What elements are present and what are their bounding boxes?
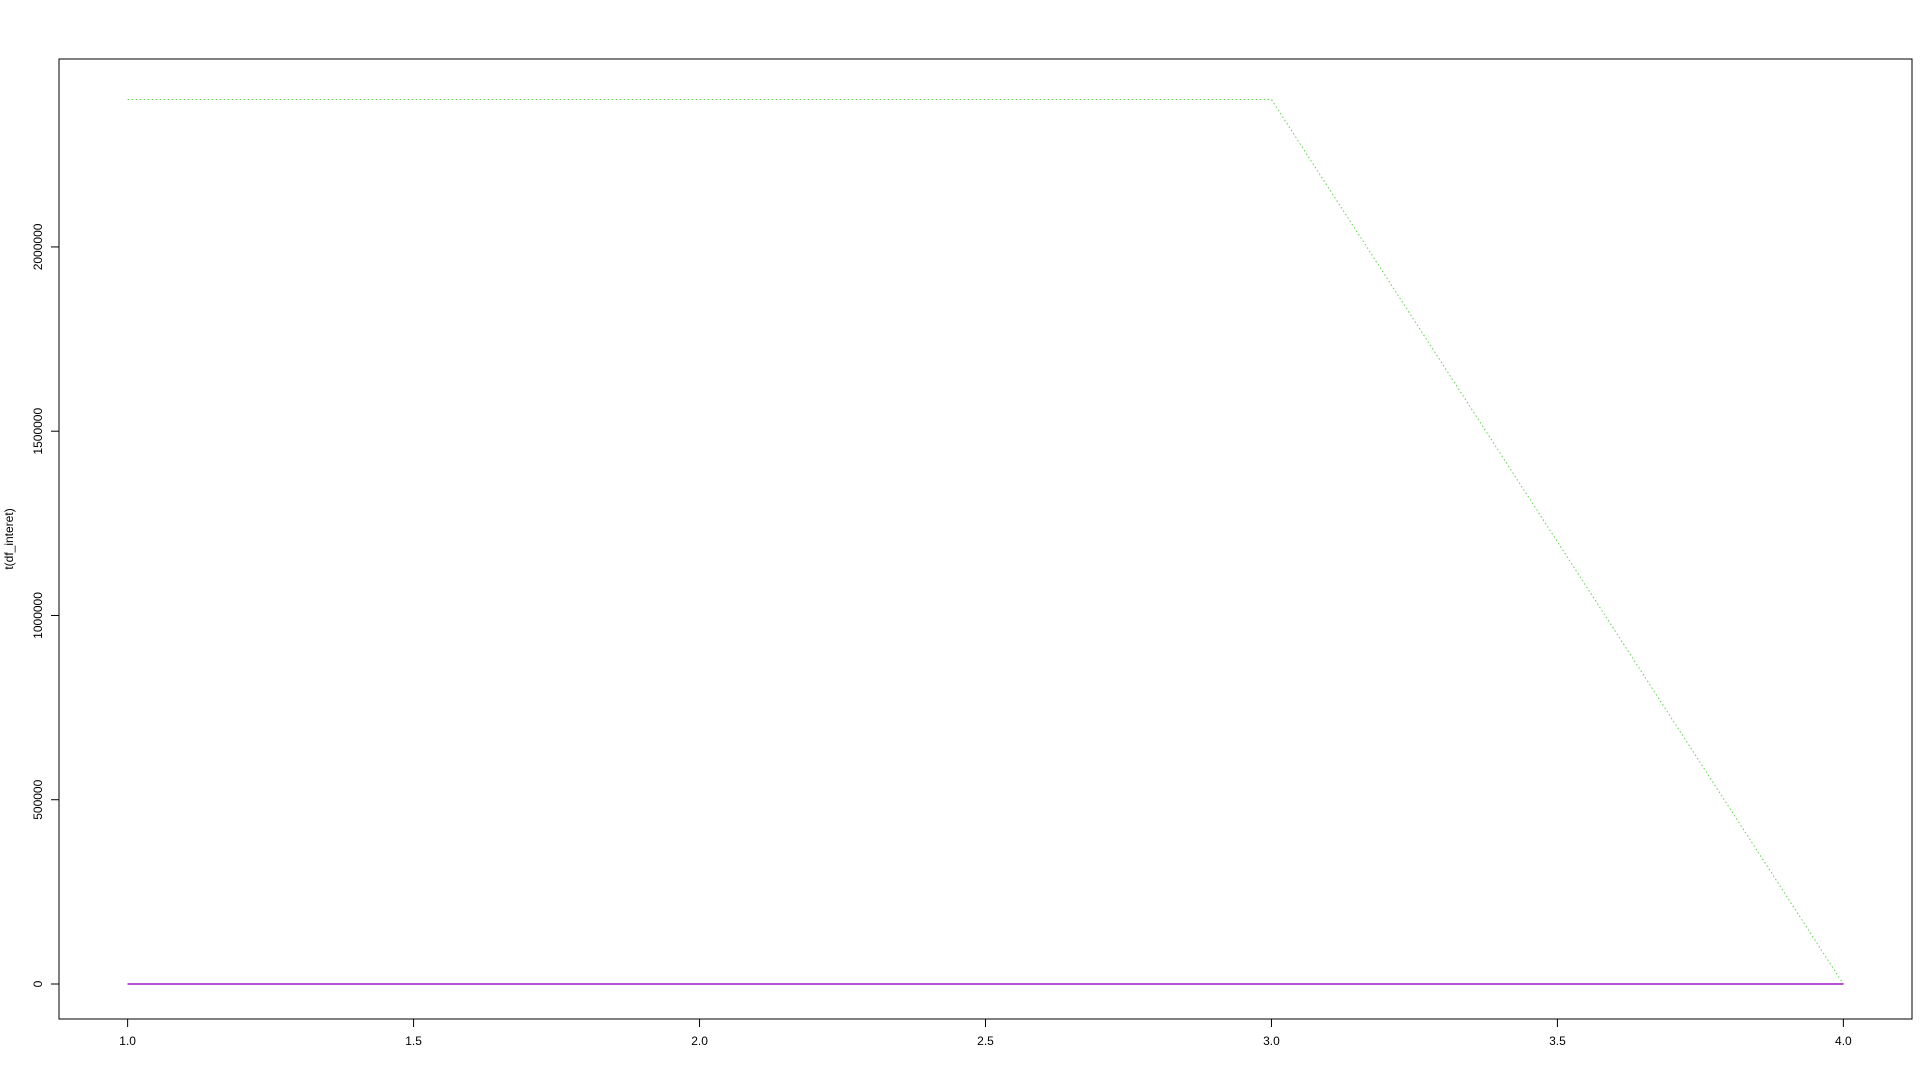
x-tick-label: 2.5	[977, 1034, 994, 1048]
y-tick-label: 1500000	[31, 408, 45, 455]
y-tick-label: 0	[31, 980, 45, 987]
y-axis-label: t(df_interet)	[2, 508, 16, 569]
plot-box	[58, 58, 1913, 1020]
x-tick-label: 1.0	[119, 1034, 136, 1048]
y-tick-label: 1000000	[31, 592, 45, 639]
series-layer	[127, 99, 1844, 985]
y-tick-label: 2000000	[31, 223, 45, 270]
x-tick-label: 1.5	[405, 1034, 422, 1048]
x-tick-label: 2.0	[691, 1034, 708, 1048]
x-axis: 1.0 1.5 2.0 2.5 3.0 3.5 4.0	[119, 1018, 1852, 1048]
series-1-line	[127, 99, 1844, 985]
x-tick-label: 3.0	[1263, 1034, 1280, 1048]
y-tick-label: 500000	[31, 779, 45, 819]
x-tick-label: 3.5	[1549, 1034, 1566, 1048]
y-axis: 0 500000 1000000 1500000 2000000	[31, 223, 60, 987]
x-tick-label: 4.0	[1835, 1034, 1852, 1048]
